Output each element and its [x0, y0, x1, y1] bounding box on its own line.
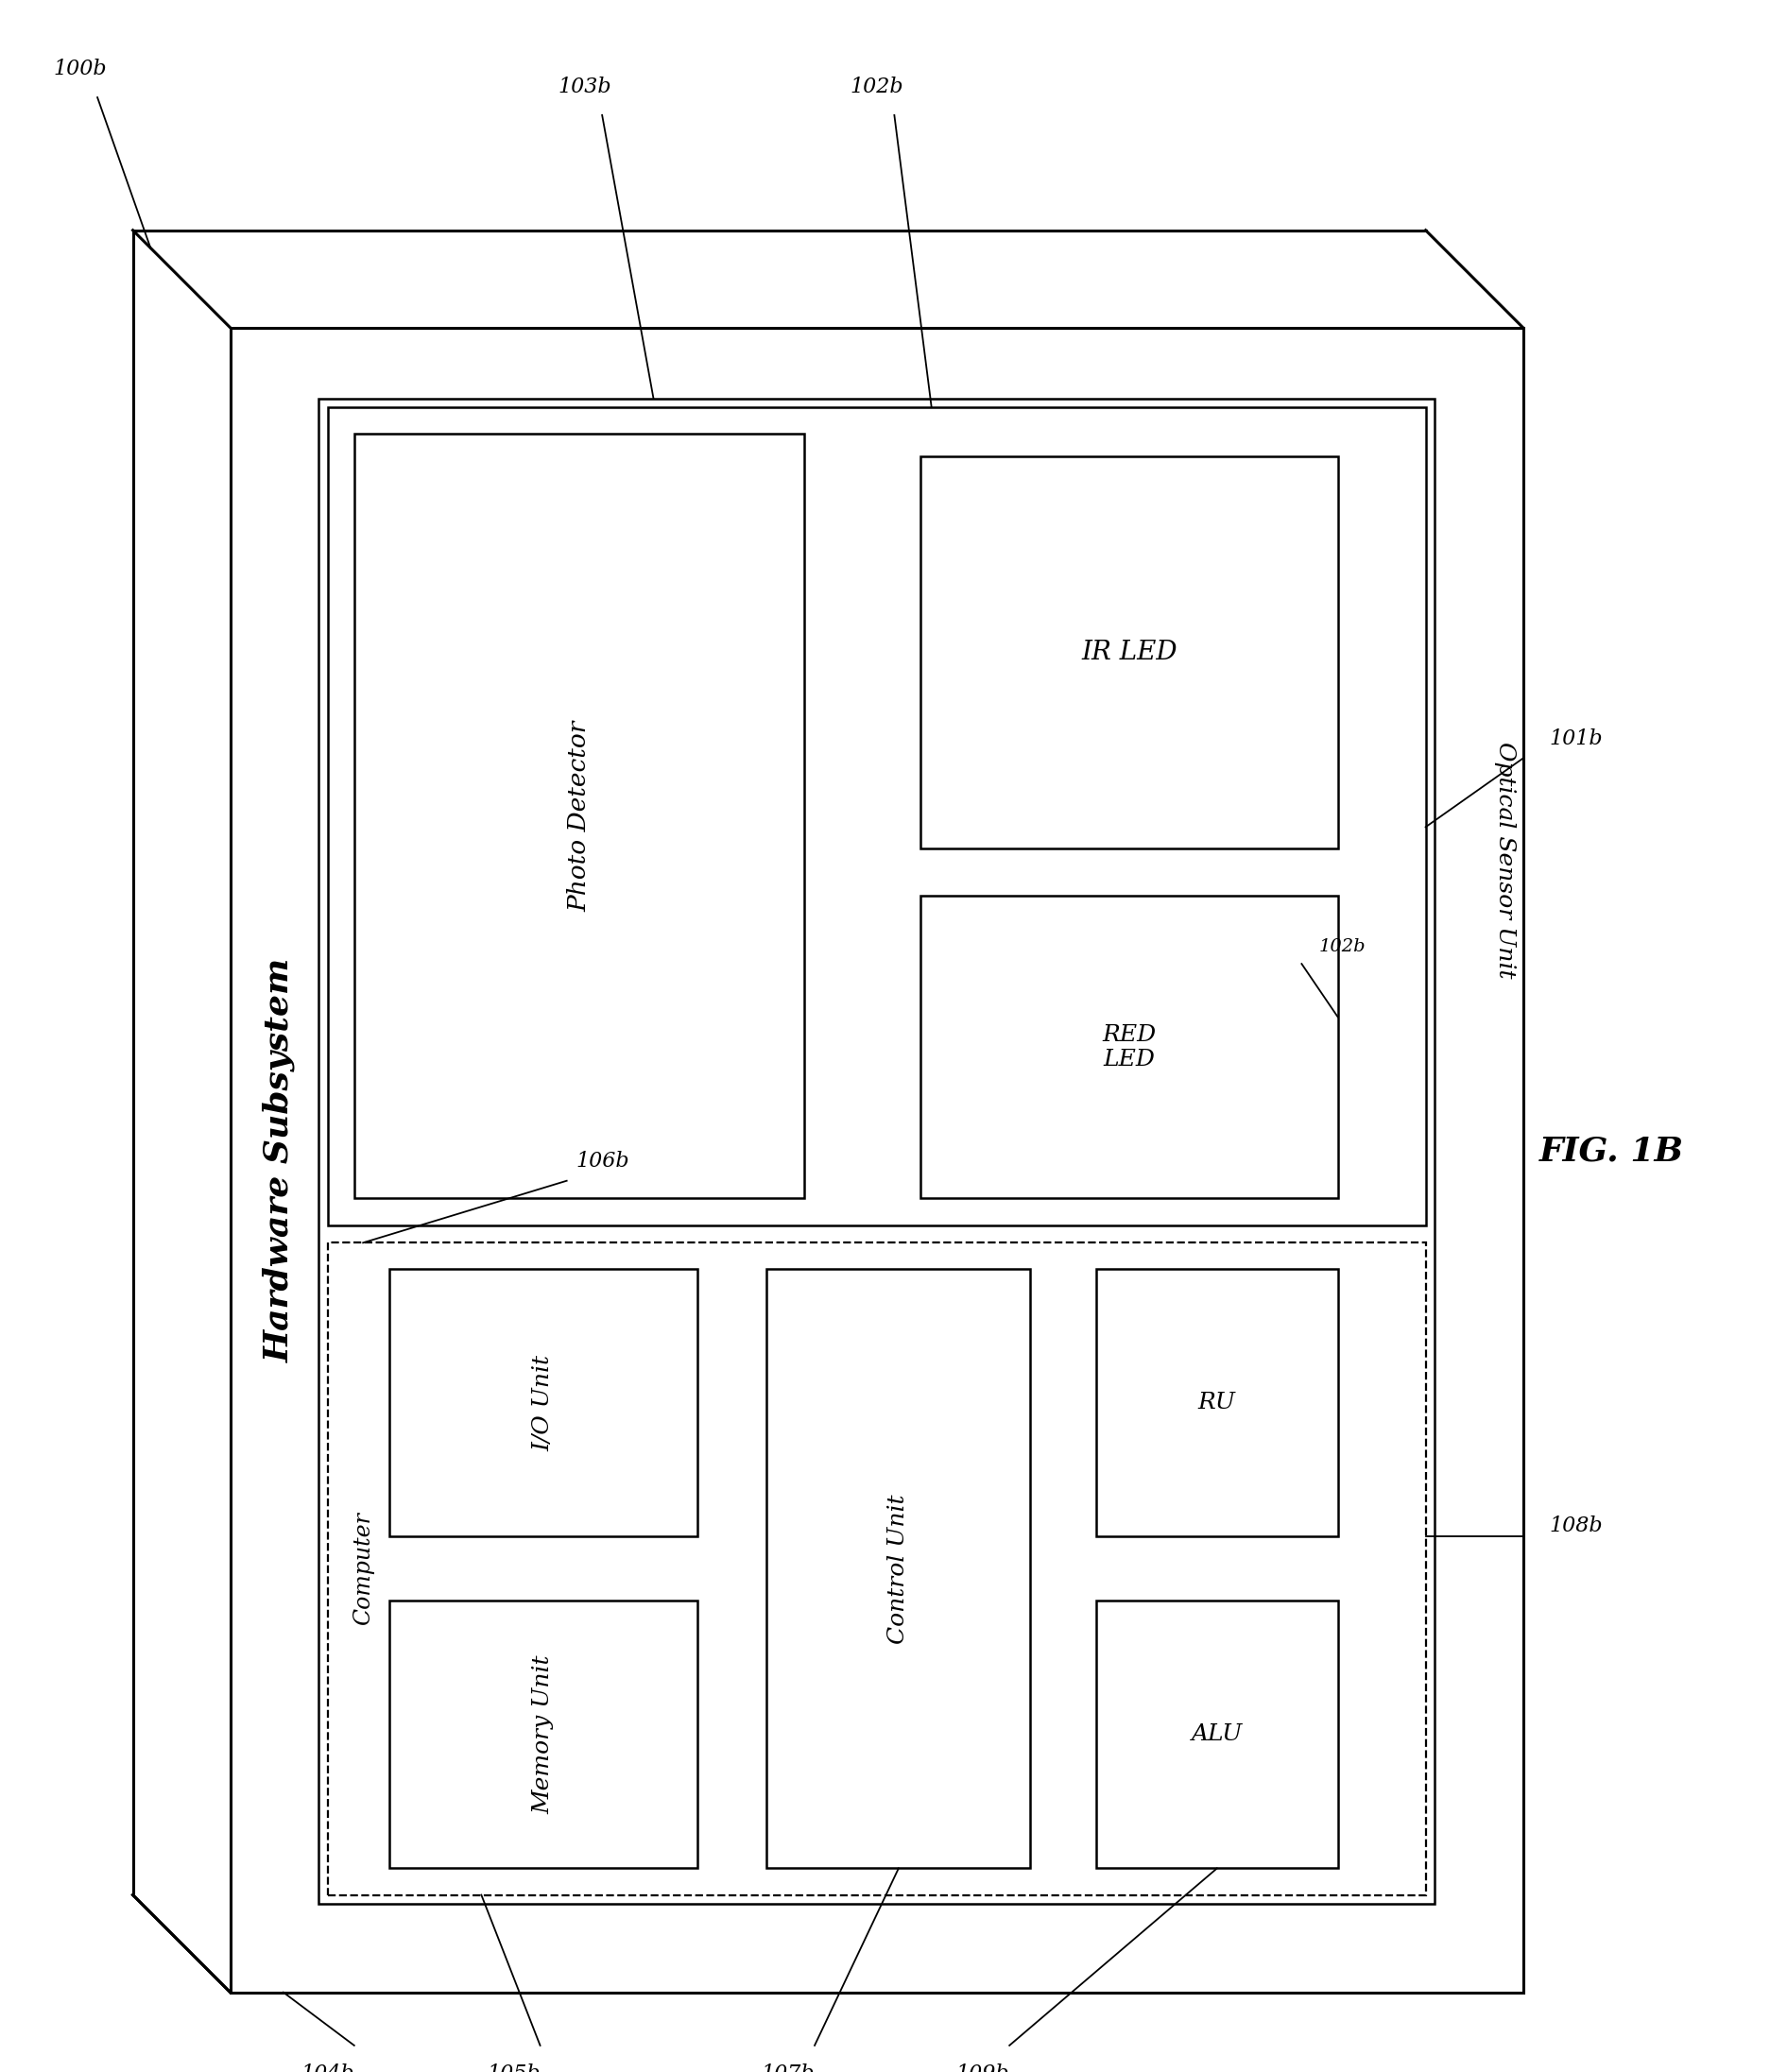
Text: 102b: 102b — [1319, 939, 1365, 955]
Text: 101b: 101b — [1549, 729, 1602, 750]
Text: 104b: 104b — [301, 2064, 354, 2072]
Bar — [920, 456, 1336, 850]
Bar — [1096, 1602, 1336, 1869]
Text: Memory Unit: Memory Unit — [533, 1656, 554, 1815]
Text: 102b: 102b — [850, 77, 903, 97]
Text: 106b: 106b — [575, 1152, 628, 1173]
Bar — [319, 398, 1434, 1904]
Text: Optical Sensor Unit: Optical Sensor Unit — [1494, 742, 1515, 978]
Bar — [1096, 1270, 1336, 1537]
Text: Control Unit: Control Unit — [887, 1494, 910, 1643]
Bar — [327, 408, 1425, 1225]
Text: 107b: 107b — [761, 2064, 814, 2072]
Bar — [389, 1602, 697, 1869]
Bar — [920, 895, 1336, 1198]
Bar — [766, 1270, 1030, 1869]
Text: RED
LED: RED LED — [1101, 1024, 1156, 1071]
Text: Computer: Computer — [352, 1513, 373, 1624]
Text: Photo Detector: Photo Detector — [566, 721, 591, 912]
Text: I/O Unit: I/O Unit — [533, 1355, 554, 1450]
Text: ALU: ALU — [1191, 1724, 1243, 1745]
Text: 103b: 103b — [558, 77, 611, 97]
Bar — [354, 433, 804, 1198]
Text: 100b: 100b — [53, 58, 106, 79]
Bar — [389, 1270, 697, 1537]
Text: FIG. 1B: FIG. 1B — [1538, 1135, 1683, 1167]
Text: 109b: 109b — [956, 2064, 1009, 2072]
Text: Hardware Subsystem: Hardware Subsystem — [264, 957, 296, 1361]
Text: IR LED: IR LED — [1080, 640, 1177, 665]
Bar — [230, 327, 1522, 1993]
Text: RU: RU — [1198, 1392, 1235, 1413]
Text: 105b: 105b — [487, 2064, 540, 2072]
Text: 108b: 108b — [1549, 1515, 1602, 1535]
Bar — [327, 1243, 1425, 1896]
